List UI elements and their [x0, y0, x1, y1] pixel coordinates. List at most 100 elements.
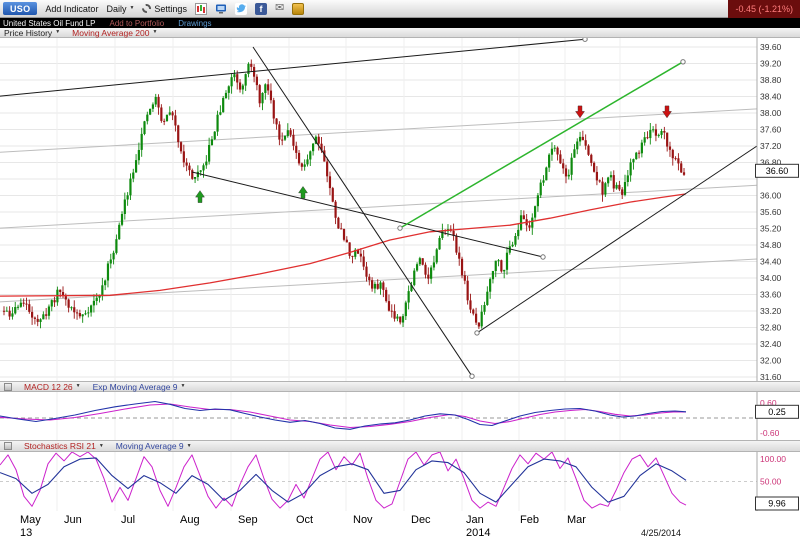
- symbol-info-bar: United States Oil Fund LP Add to Portfol…: [0, 18, 800, 28]
- last-value-box: 0.25: [755, 404, 799, 419]
- macd-axis-labels[interactable]: 0.60 -0.60 0.25: [755, 392, 799, 440]
- chevron-down-icon: ▼: [180, 383, 186, 389]
- stoch-axis-labels[interactable]: 100.00 50.00 9.96: [755, 452, 799, 511]
- monitor-icon[interactable]: [215, 3, 227, 15]
- ma200-dropdown[interactable]: Moving Average 200 ▼: [72, 28, 157, 38]
- svg-text:34.00: 34.00: [760, 273, 782, 283]
- symbol-badge[interactable]: USO: [3, 2, 38, 15]
- svg-text:36.60: 36.60: [766, 166, 789, 176]
- chevron-down-icon: ▼: [98, 442, 104, 449]
- settings-label: Settings: [154, 3, 187, 14]
- month-label: Aug: [180, 514, 200, 526]
- month-label: Mar: [567, 514, 586, 526]
- price-change-badge: -0.45 (-1.21%): [728, 0, 800, 18]
- macd-ema-dropdown[interactable]: Exp Moving Average 9 ▼: [93, 382, 186, 392]
- macd-lines: [0, 400, 687, 430]
- indicator-handle-icon[interactable]: [4, 442, 12, 450]
- macd-panel-header: MACD 12 26 ▼ Exp Moving Average 9 ▼: [0, 381, 800, 392]
- svg-text:38.80: 38.80: [760, 75, 782, 85]
- macd-ema-label: Exp Moving Average 9: [92, 381, 178, 392]
- stoch-panel-header: Stochastics RSI 21 ▼ Moving Average 9 ▼: [0, 440, 800, 452]
- grid-lines: [0, 392, 757, 440]
- svg-text:33.60: 33.60: [760, 290, 782, 300]
- mail-icon[interactable]: ✉: [274, 2, 285, 14]
- month-label: Dec: [411, 514, 431, 526]
- last-value-box: 36.60: [755, 163, 799, 178]
- chevron-down-icon: ▼: [186, 442, 192, 449]
- svg-text:38.00: 38.00: [760, 108, 782, 118]
- stoch-chart-panel[interactable]: 100.00 50.00 9.96: [0, 452, 800, 511]
- chevron-down-icon: ▼: [55, 29, 61, 35]
- svg-text:0.60: 0.60: [760, 398, 777, 408]
- svg-text:32.00: 32.00: [760, 356, 782, 366]
- price-axis-labels[interactable]: 39.60 39.20 38.80 38.40 38.00 37.60 37.20 36.80…: [755, 38, 799, 381]
- add-indicator-button[interactable]: Add Indicator: [45, 4, 98, 14]
- svg-text:34.80: 34.80: [760, 240, 782, 250]
- signal-arrows: [195, 105, 672, 203]
- add-to-portfolio-link[interactable]: Add to Portfolio: [109, 18, 165, 28]
- macd-chart-panel[interactable]: 0.60 -0.60 0.25: [0, 392, 800, 440]
- svg-text:50.00: 50.00: [760, 477, 782, 487]
- share-icon[interactable]: [292, 2, 305, 15]
- indicator-handle-icon[interactable]: [4, 382, 12, 391]
- last-date-label: 4/25/2014: [641, 528, 682, 538]
- candlesticks: [2, 59, 686, 329]
- svg-text:31.60: 31.60: [760, 372, 782, 381]
- price-history-dropdown[interactable]: Price History ▼: [4, 28, 60, 38]
- timeframe-dropdown[interactable]: Daily ▼: [106, 4, 134, 14]
- svg-text:35.60: 35.60: [760, 207, 782, 217]
- month-label: Sep: [238, 514, 258, 526]
- add-indicator-label: Add Indicator: [45, 3, 99, 14]
- last-value-box: 9.96: [755, 496, 799, 511]
- ma200-label: Moving Average 200: [72, 27, 150, 38]
- svg-text:36.80: 36.80: [760, 158, 782, 168]
- svg-text:-0.60: -0.60: [760, 428, 780, 438]
- stoch-label: Stochastics RSI 21: [24, 441, 96, 451]
- price-chart-panel[interactable]: 39.60 39.20 38.80 38.40 38.00 37.60 37.20 36.80…: [0, 38, 800, 381]
- stoch-lines: [0, 452, 687, 509]
- time-axis[interactable]: May 13 Jun Jul Aug Sep Oct Nov Dec Jan 2014 Feb Mar 4…: [0, 511, 800, 548]
- svg-text:37.60: 37.60: [760, 125, 782, 135]
- timeframe-label: Daily: [106, 3, 127, 14]
- drawings-link[interactable]: Drawings: [178, 18, 212, 28]
- chevron-down-icon: ▼: [129, 5, 135, 11]
- price-panel-header: Price History ▼ Moving Average 200 ▼: [0, 28, 800, 38]
- svg-text:36.00: 36.00: [760, 191, 782, 201]
- svg-text:32.80: 32.80: [760, 323, 782, 333]
- company-name: United States Oil Fund LP: [3, 18, 96, 28]
- trend-lines[interactable]: [0, 38, 758, 379]
- macd-dropdown[interactable]: MACD 12 26 ▼: [24, 382, 81, 392]
- month-label: Oct: [296, 514, 314, 526]
- svg-text:100.00: 100.00: [760, 454, 786, 464]
- svg-text:38.40: 38.40: [760, 92, 782, 102]
- svg-text:39.60: 39.60: [760, 42, 782, 52]
- macd-label: MACD 12 26: [24, 381, 73, 392]
- stoch-dropdown[interactable]: Stochastics RSI 21 ▼: [24, 441, 104, 451]
- price-history-label: Price History: [4, 27, 53, 38]
- svg-text:0.25: 0.25: [768, 407, 786, 417]
- svg-text:35.20: 35.20: [760, 224, 782, 234]
- twitter-icon[interactable]: [234, 2, 247, 15]
- svg-text:32.40: 32.40: [760, 339, 782, 349]
- month-label: Jan: [466, 514, 484, 526]
- stoch-ma-label: Moving Average 9: [115, 441, 184, 451]
- svg-text:39.20: 39.20: [760, 59, 782, 69]
- facebook-icon[interactable]: f: [254, 2, 267, 15]
- svg-text:33.20: 33.20: [760, 306, 782, 316]
- month-label: Nov: [353, 514, 373, 526]
- svg-text:9.96: 9.96: [768, 499, 786, 509]
- ma200-line: [0, 193, 687, 297]
- svg-text:37.20: 37.20: [760, 141, 782, 151]
- grid-lines: [0, 38, 757, 381]
- svg-text:34.40: 34.40: [760, 257, 782, 267]
- top-toolbar: USO Add Indicator Daily ▼ Settings f ✉ -…: [0, 0, 800, 18]
- month-label: Jul: [121, 514, 136, 526]
- gear-icon: [142, 4, 152, 13]
- year-label: 13: [20, 527, 33, 539]
- settings-button[interactable]: Settings: [142, 4, 187, 14]
- year-label: 2014: [466, 527, 491, 539]
- stoch-ma-dropdown[interactable]: Moving Average 9 ▼: [116, 441, 192, 451]
- candlestick-chart-icon[interactable]: [194, 2, 207, 15]
- chevron-down-icon: ▼: [75, 383, 81, 389]
- month-label: May: [20, 514, 41, 526]
